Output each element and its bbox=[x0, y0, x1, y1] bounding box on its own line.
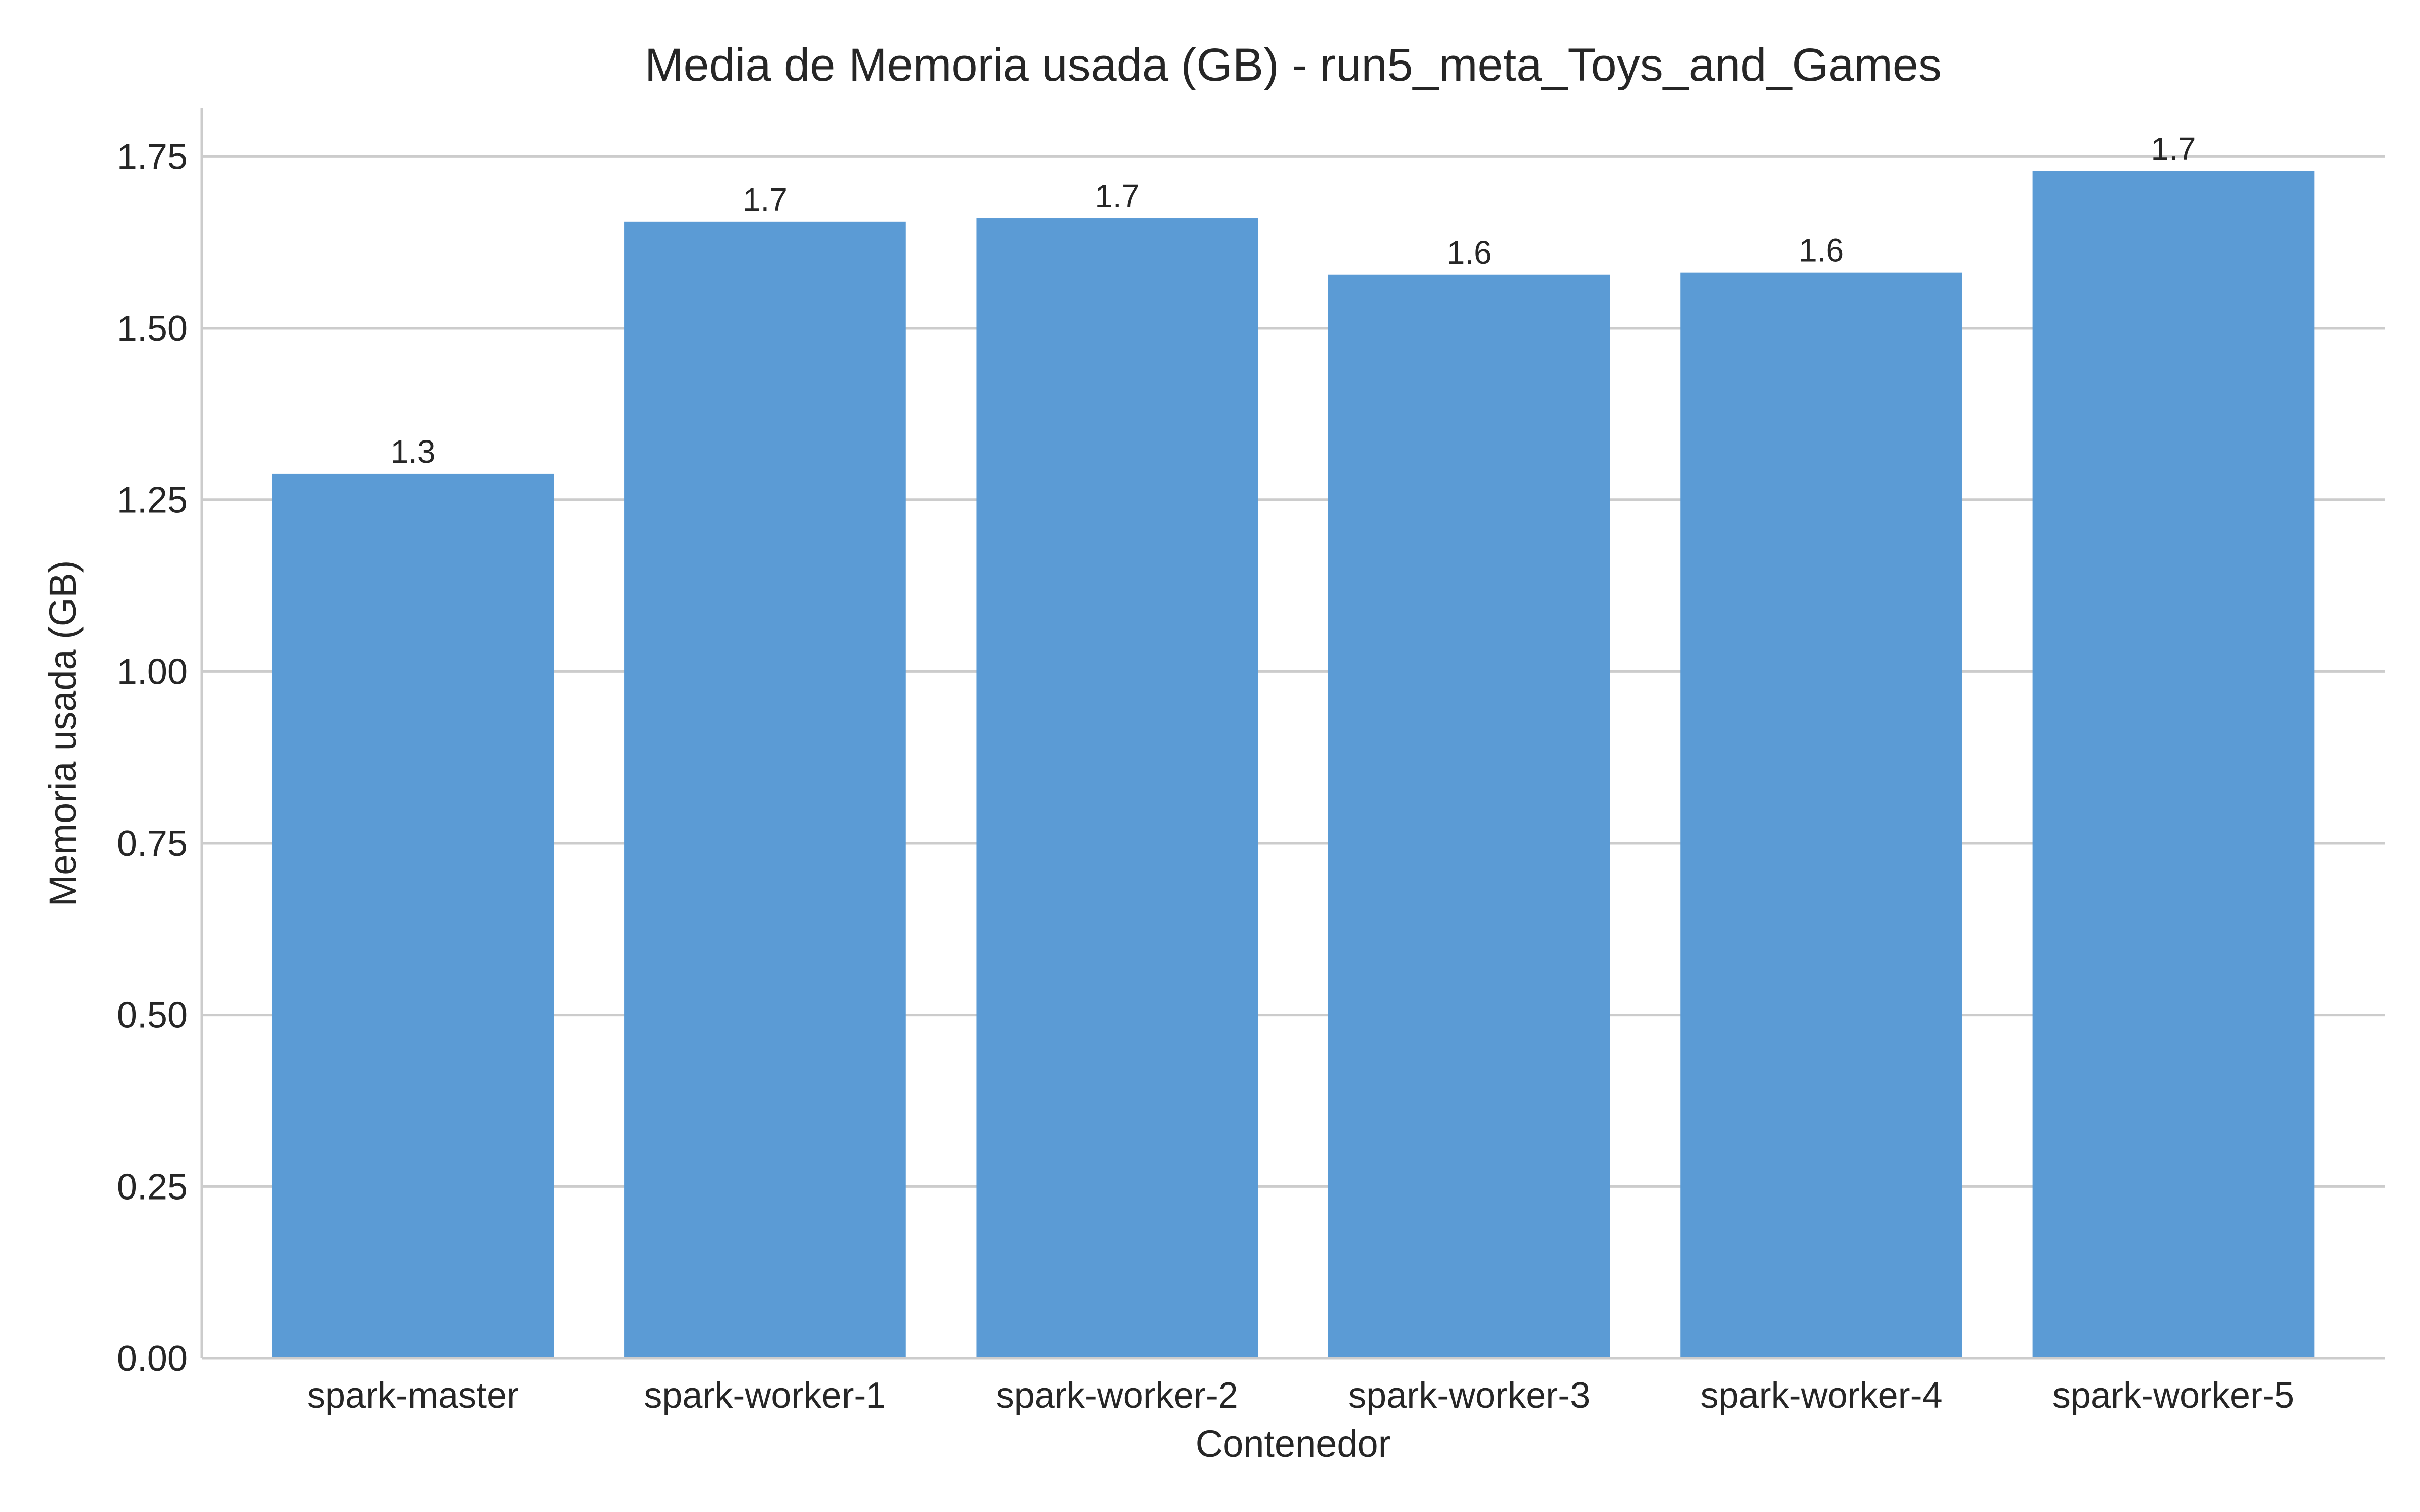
x-tick-label-spark-worker-3: spark-worker-3 bbox=[1348, 1375, 1590, 1416]
y-axis-label: Memoria usada (GB) bbox=[42, 560, 84, 907]
data-label-spark-worker-5: 1.7 bbox=[2151, 131, 2196, 167]
bar-spark-worker-1 bbox=[624, 221, 906, 1358]
y-tick-label: 0.00 bbox=[117, 1339, 188, 1379]
x-tick-labels: spark-master spark-worker-1 spark-worker-2… bbox=[307, 1375, 2294, 1416]
x-tick-label-spark-worker-4: spark-worker-4 bbox=[1701, 1375, 1943, 1416]
y-tick-label: 0.50 bbox=[117, 995, 188, 1036]
bar-spark-worker-3 bbox=[1328, 274, 1610, 1358]
bars bbox=[272, 171, 2315, 1358]
bar-spark-master bbox=[272, 473, 554, 1358]
x-axis-label: Contenedor bbox=[1196, 1423, 1391, 1465]
data-label-spark-worker-1: 1.7 bbox=[743, 181, 788, 218]
data-label-spark-worker-2: 1.7 bbox=[1095, 178, 1139, 214]
bar-spark-worker-4 bbox=[1680, 272, 1962, 1358]
data-label-spark-worker-3: 1.6 bbox=[1447, 234, 1492, 271]
bar-spark-worker-2 bbox=[976, 218, 1258, 1358]
axes bbox=[200, 108, 2385, 1360]
y-tick-label: 1.25 bbox=[117, 480, 188, 521]
y-tick-label: 0.75 bbox=[117, 824, 188, 864]
y-tick-label: 0.25 bbox=[117, 1167, 188, 1207]
x-tick-label-spark-worker-2: spark-worker-2 bbox=[996, 1375, 1238, 1416]
x-tick-label-spark-master: spark-master bbox=[307, 1375, 519, 1416]
grid-lines bbox=[202, 155, 2385, 1188]
data-labels: 1.3 1.7 1.7 1.6 1.6 1.7 bbox=[391, 131, 2196, 470]
y-tick-label: 1.50 bbox=[117, 308, 188, 349]
data-label-spark-master: 1.3 bbox=[391, 433, 436, 470]
y-tick-label: 1.00 bbox=[117, 652, 188, 692]
x-tick-label-spark-worker-5: spark-worker-5 bbox=[2052, 1375, 2294, 1416]
bar-spark-worker-5 bbox=[2032, 171, 2315, 1358]
y-tick-label: 1.75 bbox=[117, 137, 188, 177]
y-tick-labels: 0.00 0.25 0.50 0.75 1.00 1.25 1.50 1.75 bbox=[117, 137, 188, 1379]
chart-title: Media de Memoria usada (GB) - run5_meta_… bbox=[645, 39, 1942, 91]
data-label-spark-worker-4: 1.6 bbox=[1799, 232, 1844, 269]
x-tick-label-spark-worker-1: spark-worker-1 bbox=[644, 1375, 886, 1416]
